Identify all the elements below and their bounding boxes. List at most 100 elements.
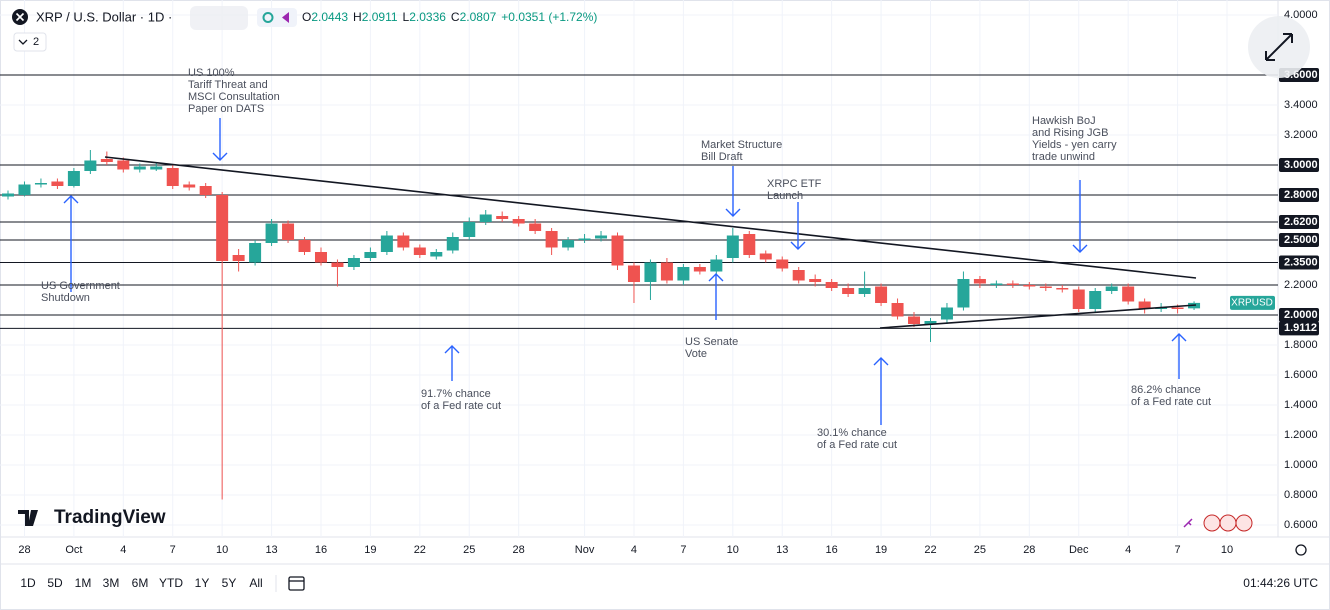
range-button[interactable]: 5Y — [222, 576, 237, 590]
candle-body — [314, 252, 327, 263]
candle-body — [957, 279, 970, 308]
y-tick-label: 1.6000 — [1284, 369, 1318, 381]
chevron — [18, 39, 28, 45]
candle-body — [430, 252, 443, 257]
candle-body — [133, 166, 146, 170]
candle-body — [512, 219, 525, 224]
trendline-upper — [104, 156, 1197, 279]
candle-body — [67, 171, 80, 186]
ohlc-change: +0.0351 (+1.72%) — [501, 10, 597, 24]
candle-body — [364, 252, 377, 258]
candle-body — [726, 235, 739, 258]
level-label-box — [1279, 255, 1319, 270]
x-tick-label: 7 — [680, 544, 686, 556]
levels — [0, 74, 1278, 329]
indicator-toggle[interactable] — [13, 32, 47, 52]
range-button[interactable]: 3M — [103, 576, 120, 590]
annotation-text: 30.1% chance — [817, 427, 887, 439]
annotation-text: Market Structure — [701, 139, 782, 151]
candle-body — [660, 262, 673, 281]
candle-body — [595, 235, 608, 239]
range-button[interactable]: 1D — [20, 576, 36, 590]
level-label-box — [1279, 158, 1319, 172]
axes: 28 Oct 4 7 10 13 16 19 22 25 28 Nov 4 7 10 13 16 19 22 25 28… — [18, 9, 1319, 556]
ohlc-value: 2.0911 — [362, 10, 398, 24]
range-button[interactable]: 1M — [75, 576, 92, 590]
event-flag[interactable] — [1203, 514, 1221, 532]
x-tick-label: 7 — [1175, 544, 1181, 556]
candle-body — [265, 223, 278, 243]
x-tick-label: 28 — [18, 544, 30, 556]
candle-body — [479, 214, 492, 222]
candle-body — [792, 270, 805, 281]
candle-body — [776, 259, 789, 269]
candle-body — [677, 267, 690, 281]
candle-body — [397, 235, 410, 248]
candle-body — [809, 279, 822, 282]
level-label: 2.8000 — [1284, 189, 1318, 201]
status-icon — [282, 12, 289, 23]
candle-body — [1122, 286, 1135, 302]
ohlc-legend: O 2.0443 H 2.0911 L 2.0336 C 2.0807 +0.0351 (+1.… — [302, 10, 597, 24]
calendar-icon[interactable] — [288, 576, 305, 591]
candle-body — [298, 240, 311, 252]
range-button[interactable]: 1Y — [195, 576, 210, 590]
candle-body — [743, 234, 756, 255]
candle-body — [150, 166, 163, 170]
candle-body — [331, 262, 344, 267]
level-label-box — [1279, 321, 1319, 336]
x-tick-label: 28 — [1023, 544, 1035, 556]
annotation-text: 91.7% chance — [421, 388, 491, 400]
range-button[interactable]: 6M — [132, 576, 149, 590]
annotation-text: Launch — [767, 190, 803, 202]
ohlc-key: H — [353, 10, 362, 24]
annotation-text: XRPC ETF — [767, 178, 822, 190]
candle-body — [216, 195, 229, 261]
annotation-text: Yields - yen carry — [1032, 139, 1117, 151]
x-tick-label: 19 — [364, 544, 376, 556]
y-tick-label: 4.0000 — [1284, 9, 1318, 21]
toolbar: 1D 5D 1M 3M 6M YTD 1Y 5Y All — [20, 576, 262, 590]
x-tick-label: Oct — [65, 544, 82, 556]
price-tag-label: XRPUSD — [1231, 298, 1273, 309]
arrow-head — [1072, 244, 1088, 253]
ohlc-key: O — [302, 10, 311, 24]
trendline-lower — [879, 304, 1197, 329]
range-button[interactable]: All — [249, 576, 262, 590]
annotation-text: and Rising JGB — [1032, 127, 1108, 139]
candle-body — [611, 235, 624, 266]
ohlc-value: 2.0443 — [311, 10, 348, 24]
event-flag[interactable] — [1235, 514, 1253, 532]
candle-body — [51, 181, 64, 186]
annotation-text: Tariff Threat and — [188, 79, 268, 91]
status-icon — [262, 12, 274, 23]
candle-body — [529, 223, 542, 231]
fullscreen-icon — [1265, 33, 1293, 61]
event-flag[interactable] — [1219, 514, 1237, 532]
level-label: 2.3500 — [1284, 256, 1318, 268]
indicator-count: 2 — [33, 36, 39, 48]
annotation-text: US 100% — [188, 67, 235, 79]
logo-mark — [31, 511, 37, 517]
range-button[interactable]: 5D — [47, 576, 63, 590]
candles — [2, 150, 1201, 500]
blurred-region — [190, 6, 248, 30]
annotation-text: Vote — [685, 348, 707, 360]
arrow-head — [708, 273, 724, 282]
x-tick-label: Nov — [575, 544, 595, 556]
annotation-text: Bill Draft — [701, 151, 743, 163]
range-button[interactable]: YTD — [159, 576, 183, 590]
candle-body — [562, 240, 575, 248]
annotation-text: of a Fed rate cut — [817, 439, 897, 451]
arrow-head — [1171, 333, 1187, 342]
candle-body — [924, 321, 937, 324]
candle-body — [1072, 289, 1085, 309]
candle-body — [891, 303, 904, 317]
symbol-title[interactable]: XRP / U.S. Dollar · 1D · — [36, 9, 172, 24]
candle-body — [973, 279, 986, 284]
arrow-head — [444, 345, 460, 354]
settings-icon[interactable] — [1295, 544, 1307, 556]
y-tick-label: 1.0000 — [1284, 459, 1318, 471]
candle-body — [34, 183, 47, 185]
candle-body — [282, 223, 295, 240]
